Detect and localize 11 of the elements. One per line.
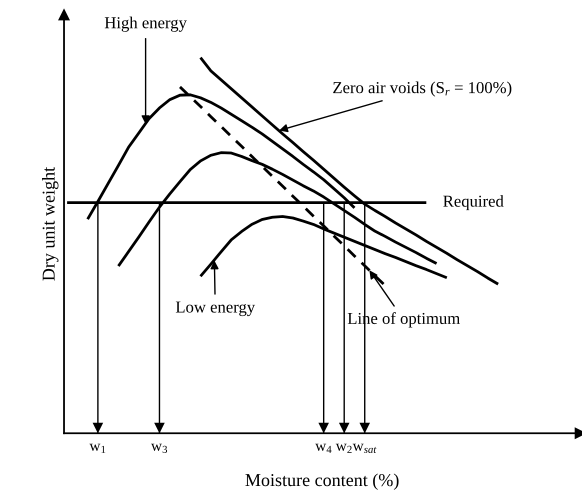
- annotation: Low energy: [176, 302, 256, 316]
- x-tick-label: w$_{1}$: [89, 444, 106, 453]
- y-axis-title: Dry unit weight: [42, 166, 58, 281]
- x-axis-title: Moisture content (%): [245, 473, 399, 490]
- x-tick-label: w$_{sat}$: [352, 444, 377, 453]
- text: High energy: [104, 16, 187, 32]
- annotation: Zero air voids (S$_{r}$ = 100%): [333, 82, 512, 97]
- x-tick-label: w$_{3}$: [151, 444, 168, 453]
- x-tick-label: w$_{2}$: [336, 444, 352, 453]
- x-tick-label: w$_{4}$: [315, 444, 332, 453]
- annotation: Required: [443, 195, 504, 210]
